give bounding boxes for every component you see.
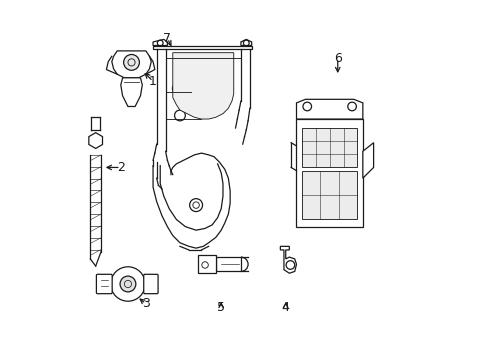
FancyBboxPatch shape: [301, 128, 357, 167]
Text: 4: 4: [281, 301, 289, 314]
Text: 7: 7: [163, 32, 171, 45]
Polygon shape: [215, 257, 241, 271]
Polygon shape: [280, 246, 296, 273]
Circle shape: [120, 276, 136, 292]
Polygon shape: [121, 78, 142, 107]
Polygon shape: [153, 45, 251, 49]
Polygon shape: [362, 143, 373, 178]
Polygon shape: [153, 40, 167, 45]
Polygon shape: [112, 51, 151, 78]
Circle shape: [123, 54, 139, 70]
Polygon shape: [296, 99, 362, 119]
FancyBboxPatch shape: [301, 171, 357, 220]
FancyBboxPatch shape: [198, 255, 215, 273]
Polygon shape: [172, 53, 233, 119]
Text: 1: 1: [149, 75, 157, 88]
Circle shape: [110, 267, 145, 301]
FancyBboxPatch shape: [143, 274, 158, 294]
Text: 5: 5: [217, 301, 225, 314]
Text: 3: 3: [142, 297, 149, 310]
FancyBboxPatch shape: [296, 119, 362, 226]
FancyBboxPatch shape: [96, 274, 112, 294]
Text: 6: 6: [333, 51, 341, 64]
Polygon shape: [89, 133, 102, 148]
Text: 2: 2: [117, 161, 124, 174]
Polygon shape: [241, 40, 251, 45]
